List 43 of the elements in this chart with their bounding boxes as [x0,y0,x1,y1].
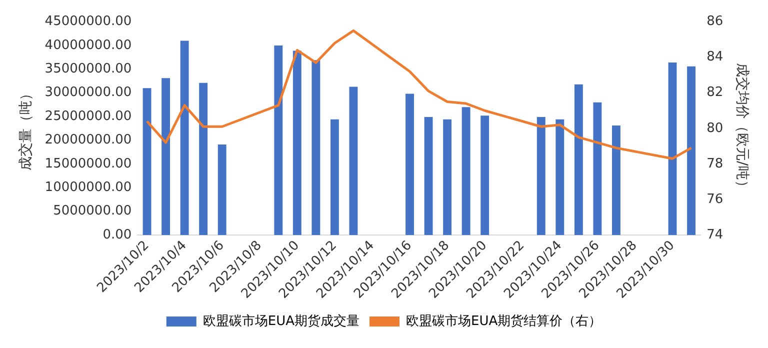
legend-label: 欧盟碳市场EUA期货成交量 [202,312,360,329]
bar [292,50,302,235]
y-tick-label: 10000000.00 [44,180,132,195]
bar [142,88,152,235]
y-tick-label: 45000000.00 [44,14,132,30]
y2-tick-label: 86 [706,14,724,30]
y2-tick-label: 82 [706,85,724,100]
bar [556,119,564,235]
bar [330,119,339,235]
y2-tick-label: 80 [706,120,724,136]
bar [312,60,320,235]
bar [274,45,283,235]
bar [180,40,189,235]
bar [199,82,208,235]
bar [593,102,602,235]
bar [612,126,620,235]
bar [668,62,677,235]
y2-tick-label: 76 [706,192,724,207]
bar [349,86,358,235]
y-tick-label: 5000000.00 [53,204,132,219]
bar [218,144,226,235]
y-tick-label: 35000000.00 [44,62,132,77]
y-axis-title: 成交量（吨） [18,86,34,170]
y2-tick-label: 74 [706,227,724,242]
y-tick-label: 15000000.00 [44,156,132,172]
y-tick-label: 25000000.00 [44,108,132,124]
bar [406,94,414,235]
bar [480,116,490,235]
bar [443,119,452,235]
y2-axis-title: 成交均价（欧元/吨） [734,63,750,194]
y-tick-label: 0.00 [102,227,132,242]
y-tick-label: 40000000.00 [44,38,132,53]
y2-tick-label: 84 [706,50,724,65]
bar [574,84,583,235]
bar [162,78,170,235]
bar [462,107,470,235]
bar [687,66,696,235]
y-tick-label: 30000000.00 [44,85,132,100]
y2-tick-label: 78 [706,156,724,172]
bar [536,117,546,235]
legend-label: 欧盟碳市场EUA期货结算价（右） [406,314,602,329]
bar [424,117,433,235]
y-tick-label: 20000000.00 [44,132,132,148]
